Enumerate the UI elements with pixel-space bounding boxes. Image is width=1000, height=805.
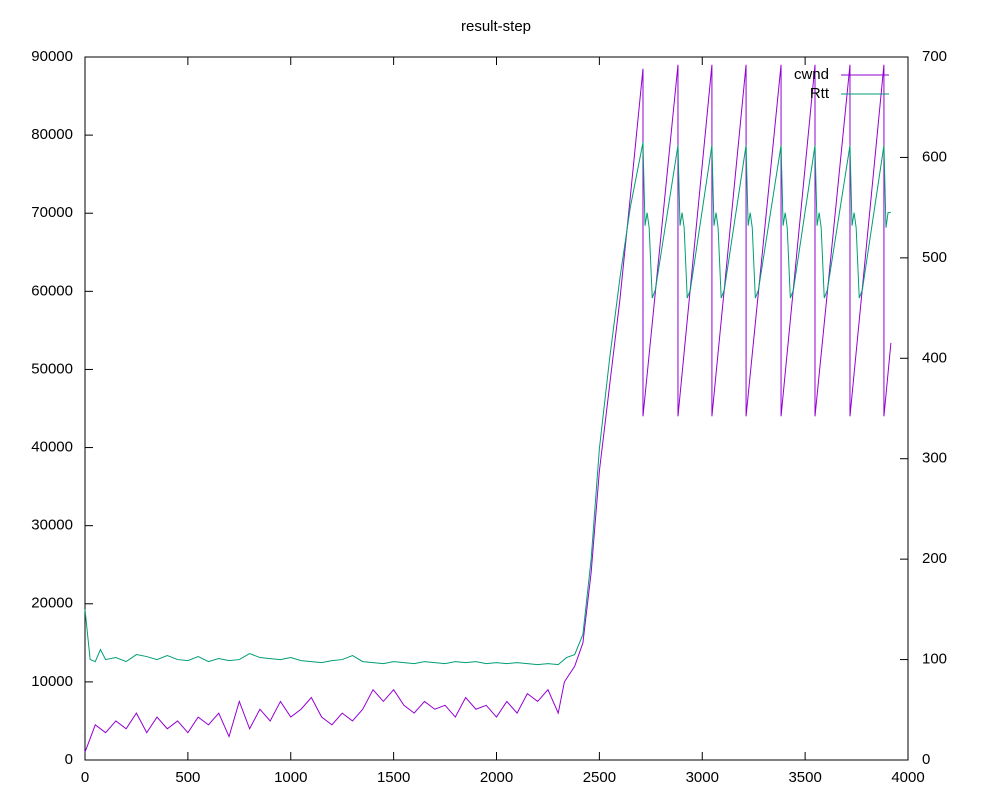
y-tick-label: 80000 bbox=[31, 126, 73, 143]
y2-tick-label: 700 bbox=[922, 48, 947, 65]
chart-title: result-step bbox=[461, 18, 531, 35]
series-line bbox=[84, 142, 891, 666]
y-tick-label: 30000 bbox=[31, 517, 73, 534]
y2-tick-label: 300 bbox=[922, 450, 947, 467]
y2-tick-label: 500 bbox=[922, 249, 947, 266]
y-tick-label: 50000 bbox=[31, 360, 73, 377]
y2-tick-label: 600 bbox=[922, 148, 947, 165]
y-tick-label: 40000 bbox=[31, 439, 73, 456]
y2-tick-label: 400 bbox=[922, 349, 947, 366]
y-tick-label: 70000 bbox=[31, 204, 73, 221]
x-tick-label: 3000 bbox=[686, 769, 719, 786]
plot-frame bbox=[84, 56, 909, 761]
y-tick-label: 10000 bbox=[31, 673, 73, 690]
x-tick-label: 500 bbox=[175, 769, 200, 786]
y2-tick-label: 100 bbox=[922, 651, 947, 668]
legend-label: cwnd bbox=[794, 66, 829, 83]
x-tick-label: 2000 bbox=[480, 769, 513, 786]
legend-label: Rtt bbox=[810, 85, 830, 102]
x-tick-label: 2500 bbox=[583, 769, 616, 786]
y-tick-label: 20000 bbox=[31, 595, 73, 612]
x-tick-label: 3500 bbox=[788, 769, 821, 786]
y-tick-label: 90000 bbox=[31, 48, 73, 65]
x-tick-label: 1000 bbox=[274, 769, 307, 786]
x-tick-label: 4000 bbox=[891, 769, 924, 786]
series-line bbox=[84, 64, 892, 753]
y2-tick-label: 0 bbox=[922, 751, 930, 768]
x-tick-label: 1500 bbox=[377, 769, 410, 786]
y-tick-label: 60000 bbox=[31, 282, 73, 299]
y2-tick-label: 200 bbox=[922, 550, 947, 567]
x-tick-label: 0 bbox=[81, 769, 89, 786]
y-tick-label: 0 bbox=[65, 751, 73, 768]
